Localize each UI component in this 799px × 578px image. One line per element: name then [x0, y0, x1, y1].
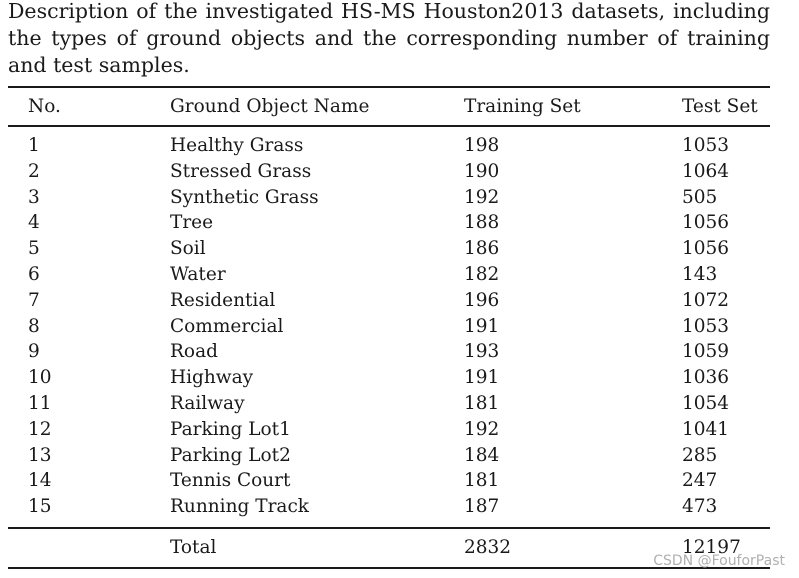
row-training-set: 186 [464, 238, 500, 260]
row-test-set: 473 [682, 496, 718, 518]
row-no: 13 [28, 444, 52, 466]
row-test-set: 1064 [682, 160, 730, 182]
watermark: CSDN @FouforPast [653, 553, 785, 569]
header-test-set: Test Set [682, 96, 758, 117]
row-test-set: 1059 [682, 341, 730, 363]
row-test-set: 1053 [682, 315, 730, 337]
row-ground-object-name: Healthy Grass [170, 135, 304, 156]
table-row: 13 Parking Lot2 184 285 [8, 443, 770, 469]
row-no: 4 [28, 212, 40, 234]
table-row: 11 Railway 181 1054 [8, 391, 770, 417]
row-test-set: 1072 [682, 289, 730, 311]
row-ground-object-name: Parking Lot1 [170, 418, 291, 440]
row-training-set: 191 [464, 315, 500, 337]
table-row: 2 Stressed Grass 190 1064 [8, 159, 770, 185]
table-row: 7 Residential 196 1072 [8, 288, 770, 314]
row-ground-object-name: Highway [170, 367, 254, 389]
row-ground-object-name: Road [170, 341, 218, 363]
row-no: 9 [28, 341, 40, 363]
row-no: 6 [28, 264, 40, 285]
row-training-set: 192 [464, 186, 500, 208]
row-test-set: 1041 [682, 418, 730, 440]
row-training-set: 181 [464, 393, 500, 414]
table-bottom-rule [8, 567, 770, 569]
table-header-row: No. Ground Object Name Training Set Test… [8, 94, 770, 120]
row-test-set: 505 [682, 186, 718, 208]
row-ground-object-name: Stressed Grass [170, 160, 312, 182]
header-no: No. [28, 96, 61, 117]
table-row: 5 Soil 186 1056 [8, 236, 770, 262]
row-no: 15 [28, 496, 52, 518]
table-header-rule [8, 125, 770, 127]
row-test-set: 1056 [682, 238, 730, 260]
row-training-set: 184 [464, 444, 500, 466]
row-no: 11 [28, 393, 52, 414]
row-training-set: 188 [464, 212, 500, 234]
row-ground-object-name: Synthetic Grass [170, 186, 319, 208]
table-row: 1 Healthy Grass 198 1053 [8, 133, 770, 159]
table-row: 8 Commercial 191 1053 [8, 314, 770, 340]
header-training-set: Training Set [464, 96, 581, 117]
row-training-set: 181 [464, 470, 500, 492]
row-ground-object-name: Parking Lot2 [170, 444, 291, 466]
row-test-set: 1054 [682, 393, 730, 414]
row-no: 14 [28, 470, 52, 492]
table-row: 14 Tennis Court 181 247 [8, 468, 770, 494]
row-training-set: 182 [464, 264, 500, 285]
total-test-set: 12197 [682, 537, 741, 558]
table-row: 3 Synthetic Grass 192 505 [8, 185, 770, 211]
table-row: 12 Parking Lot1 192 1041 [8, 417, 770, 443]
total-label: Total [170, 537, 217, 558]
row-ground-object-name: Residential [170, 289, 276, 311]
table-top-rule [8, 86, 770, 88]
table-total-rule [8, 527, 770, 529]
table-caption: Description of the investigated HS-MS Ho… [8, 0, 770, 77]
row-test-set: 247 [682, 470, 718, 492]
row-test-set: 1056 [682, 212, 730, 234]
row-training-set: 191 [464, 367, 500, 389]
row-ground-object-name: Water [170, 264, 226, 285]
row-training-set: 193 [464, 341, 500, 363]
row-no: 5 [28, 238, 40, 260]
row-ground-object-name: Commercial [170, 315, 284, 337]
row-ground-object-name: Soil [170, 238, 206, 260]
row-no: 7 [28, 289, 40, 311]
row-no: 3 [28, 186, 40, 208]
table-total-row: Total 2832 12197 [8, 535, 770, 561]
row-ground-object-name: Railway [170, 393, 245, 414]
row-training-set: 198 [464, 135, 500, 156]
total-training-set: 2832 [464, 537, 512, 558]
header-ground-object-name: Ground Object Name [170, 96, 370, 117]
row-ground-object-name: Tennis Court [170, 470, 291, 492]
row-training-set: 187 [464, 496, 500, 518]
table-row: 4 Tree 188 1056 [8, 210, 770, 236]
row-test-set: 143 [682, 264, 718, 285]
row-no: 1 [28, 135, 40, 156]
row-no: 2 [28, 160, 40, 182]
row-test-set: 1053 [682, 135, 730, 156]
table-row: 9 Road 193 1059 [8, 339, 770, 365]
row-training-set: 196 [464, 289, 500, 311]
row-training-set: 192 [464, 418, 500, 440]
row-training-set: 190 [464, 160, 500, 182]
row-no: 10 [28, 367, 52, 389]
row-ground-object-name: Running Track [170, 496, 310, 518]
row-no: 8 [28, 315, 40, 337]
table-row: 10 Highway 191 1036 [8, 365, 770, 391]
table-row: 15 Running Track 187 473 [8, 494, 770, 520]
table-row: 6 Water 182 143 [8, 262, 770, 288]
row-ground-object-name: Tree [170, 212, 214, 234]
row-no: 12 [28, 418, 52, 440]
row-test-set: 285 [682, 444, 718, 466]
row-test-set: 1036 [682, 367, 730, 389]
